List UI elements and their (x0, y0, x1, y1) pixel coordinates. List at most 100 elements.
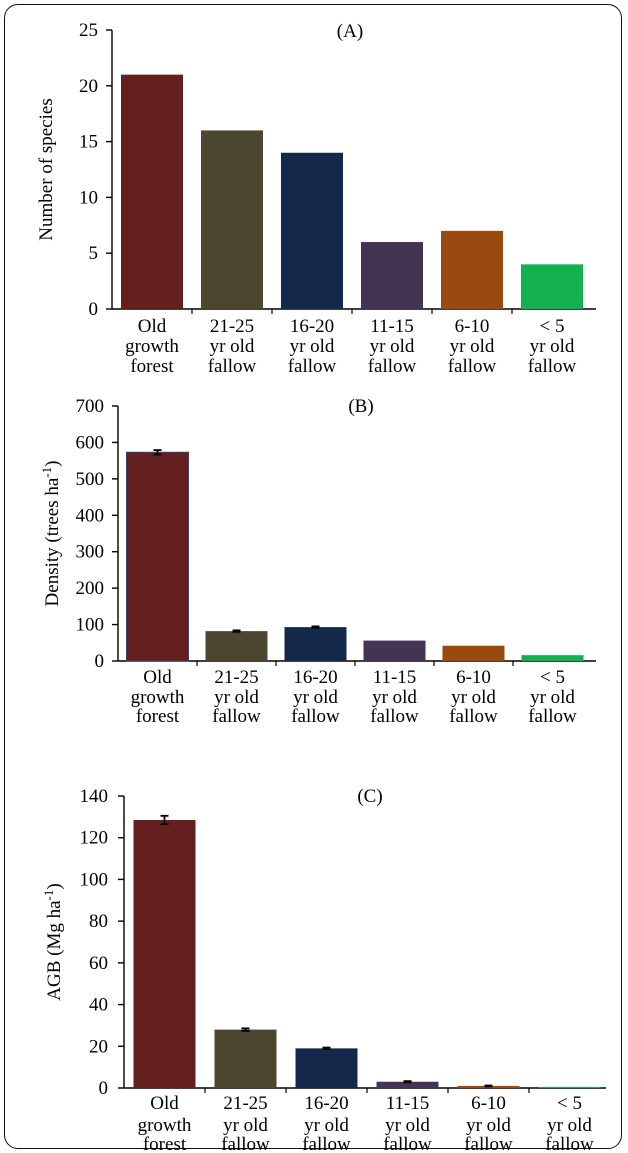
bar (121, 74, 183, 309)
x-category-label: 21-25 (223, 1093, 267, 1114)
y-tick-label: 80 (89, 911, 108, 932)
x-category-label: growth (125, 336, 179, 357)
x-category-label: forest (136, 706, 180, 727)
bar (281, 152, 343, 309)
bar (441, 230, 503, 309)
y-tick-label: 100 (76, 615, 105, 636)
x-category-label: fallow (221, 1134, 270, 1153)
y-tick-label: 20 (89, 1036, 108, 1057)
y-tick-label: 0 (99, 1078, 109, 1099)
bar (521, 264, 583, 309)
x-category-label: Old (150, 1093, 179, 1114)
x-category-label: yr old (290, 336, 335, 357)
bar (295, 1048, 358, 1088)
y-tick-label: 400 (76, 505, 105, 526)
x-category-label: 11-15 (386, 1093, 430, 1114)
x-category-label: fallow (528, 356, 577, 377)
bar (133, 819, 196, 1088)
x-category-label: forest (130, 356, 174, 377)
panel-title: (B) (348, 396, 373, 417)
x-category-label: 6-10 (471, 1093, 506, 1114)
x-category-label: 11-15 (373, 667, 417, 688)
error-bar (403, 1080, 412, 1084)
error-bar (311, 625, 320, 629)
x-category-label: Old (143, 667, 172, 688)
x-category-label: yr old (451, 687, 496, 708)
y-tick-label: 10 (79, 187, 98, 208)
x-category-label: 11-15 (370, 316, 414, 337)
error-bar (484, 1084, 493, 1088)
x-category-label: yr old (210, 336, 255, 357)
x-category-label: 6-10 (455, 316, 490, 337)
error-bar (160, 814, 169, 826)
x-category-label: yr old (214, 687, 259, 708)
y-axis-label: Density (trees ha-1) (39, 461, 63, 607)
x-category-label: fallow (212, 706, 261, 727)
y-tick-label: 0 (89, 299, 99, 320)
bar (214, 1029, 277, 1088)
x-category-label: fallow (208, 356, 257, 377)
bar (361, 242, 423, 309)
panel-title: (C) (357, 786, 382, 807)
x-category-label: yr old (223, 1115, 268, 1136)
figure-frame (4, 4, 622, 1149)
x-category-label: < 5 (540, 667, 565, 688)
x-category-label: yr old (450, 336, 495, 357)
y-tick-label: 140 (80, 786, 109, 807)
error-bar (232, 629, 241, 633)
x-category-label: 16-20 (304, 1093, 348, 1114)
y-tick-label: 200 (76, 578, 105, 599)
x-category-label: < 5 (540, 316, 565, 337)
y-tick-label: 100 (80, 869, 109, 890)
x-category-label: fallow (464, 1134, 513, 1153)
x-category-label: fallow (448, 356, 497, 377)
y-tick-label: 5 (89, 243, 99, 264)
x-category-label: fallow (383, 1134, 432, 1153)
x-category-label: Old (138, 316, 167, 337)
bar (363, 640, 426, 661)
bar (538, 1086, 601, 1088)
x-category-label: growth (138, 1115, 192, 1136)
y-axis-label: Number of species (36, 98, 57, 240)
x-category-label: yr old (293, 687, 338, 708)
x-category-label: fallow (545, 1134, 594, 1153)
x-category-label: fallow (449, 706, 498, 727)
x-category-label: yr old (466, 1115, 511, 1136)
x-category-label: 21-25 (214, 667, 258, 688)
y-axis-label: AGB (Mg ha-1) (41, 883, 65, 1000)
panel-c: 020406080100120140Oldgrowthforest21-25yr… (41, 786, 606, 1153)
y-tick-label: 20 (79, 76, 98, 97)
x-category-label: fallow (370, 706, 419, 727)
x-category-label: yr old (547, 1115, 592, 1136)
x-category-label: yr old (370, 336, 415, 357)
x-category-label: 16-20 (290, 316, 334, 337)
x-category-label: forest (143, 1134, 187, 1153)
x-category-label: fallow (291, 706, 340, 727)
bar (205, 631, 268, 661)
panel-title: (A) (337, 21, 363, 42)
x-category-label: fallow (288, 356, 337, 377)
error-bar (241, 1027, 250, 1032)
y-tick-label: 25 (79, 20, 98, 41)
x-category-label: yr old (530, 687, 575, 708)
error-bar (322, 1046, 331, 1051)
x-category-label: yr old (304, 1115, 349, 1136)
x-category-label: yr old (385, 1115, 430, 1136)
error-bar (153, 449, 162, 456)
bar (442, 645, 505, 661)
y-tick-label: 60 (89, 953, 108, 974)
y-tick-label: 500 (76, 469, 105, 490)
y-tick-label: 700 (76, 396, 105, 417)
x-category-label: fallow (528, 706, 577, 727)
bar (521, 655, 584, 661)
y-tick-label: 15 (79, 132, 98, 153)
y-tick-label: 300 (76, 542, 105, 563)
x-category-label: fallow (368, 356, 417, 377)
x-category-label: yr old (530, 336, 575, 357)
y-tick-label: 120 (80, 828, 109, 849)
bar (284, 627, 347, 661)
bar (126, 451, 189, 662)
x-category-label: 21-25 (210, 316, 254, 337)
